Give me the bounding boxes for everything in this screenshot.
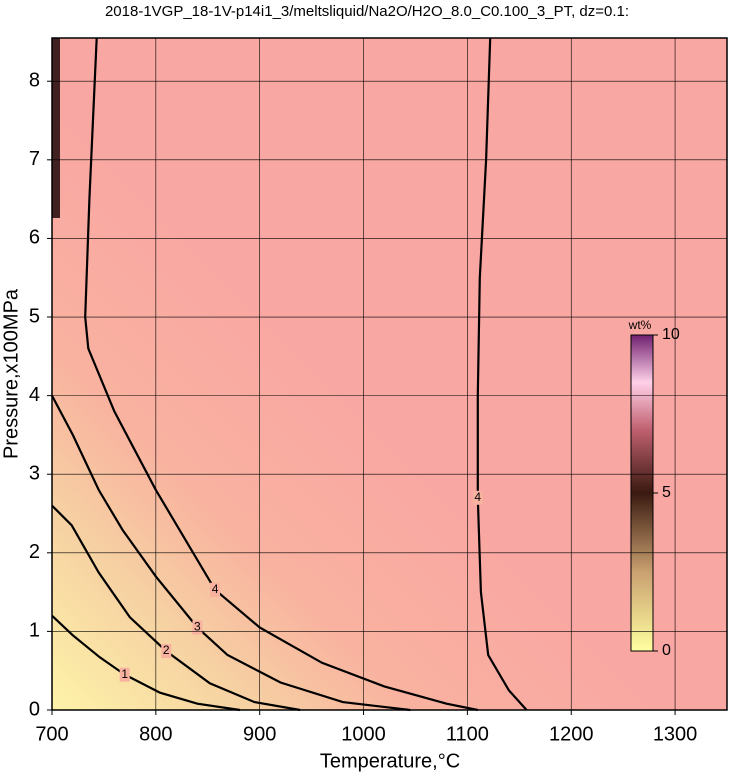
- contour-label-bg: [119, 667, 130, 682]
- colorbar-tick-label: 0: [662, 642, 671, 659]
- chart-title: 2018-1VGP_18-1V-p14i1_3/meltsliquid/Na2O…: [105, 3, 629, 20]
- contour-label-bg: [472, 490, 483, 505]
- colorbar-label: wt%: [628, 318, 652, 332]
- y-tick-label: 1: [29, 620, 40, 642]
- plot-background: [52, 38, 727, 710]
- x-tick-label: 1000: [341, 723, 386, 745]
- x-tick-label: 700: [35, 723, 68, 745]
- x-tick-label: 1300: [653, 723, 698, 745]
- x-tick-label: 800: [139, 723, 172, 745]
- y-tick-label: 7: [29, 148, 40, 170]
- x-axis-label: Temperature,°C: [320, 750, 460, 772]
- y-tick-label: 3: [29, 462, 40, 484]
- y-tick-label: 0: [29, 698, 40, 720]
- plot-frame: [51, 37, 728, 711]
- colorbar: [630, 334, 654, 652]
- x-tick-label: 1200: [549, 723, 594, 745]
- y-axis-label: Pressure,x100MPa: [0, 288, 22, 459]
- contour-label: 2: [163, 643, 170, 657]
- x-tick-label: 1100: [446, 723, 489, 745]
- colorbar-tick-label: 10: [662, 326, 680, 343]
- contour-label: 1: [121, 667, 128, 681]
- y-tick-label: 6: [29, 227, 40, 249]
- contour-line: [51, 504, 301, 712]
- y-tick-label: 4: [29, 384, 40, 406]
- contour-line: [51, 395, 411, 712]
- y-tick-label: 8: [29, 70, 40, 92]
- dense-contour-zone: [52, 38, 60, 218]
- colorbar-tick-label: 5: [662, 484, 671, 501]
- contour-label-bg: [161, 644, 172, 659]
- x-tick-label: 900: [243, 723, 276, 745]
- contour-label-bg: [192, 620, 203, 635]
- y-tick-label: 5: [29, 305, 40, 327]
- contour-label: 4: [474, 490, 481, 504]
- contour-line: [84, 37, 479, 712]
- contour-label: 4: [212, 582, 219, 596]
- y-tick-label: 2: [29, 541, 40, 563]
- contour-label-bg: [210, 582, 221, 597]
- contour-label: 3: [194, 620, 201, 634]
